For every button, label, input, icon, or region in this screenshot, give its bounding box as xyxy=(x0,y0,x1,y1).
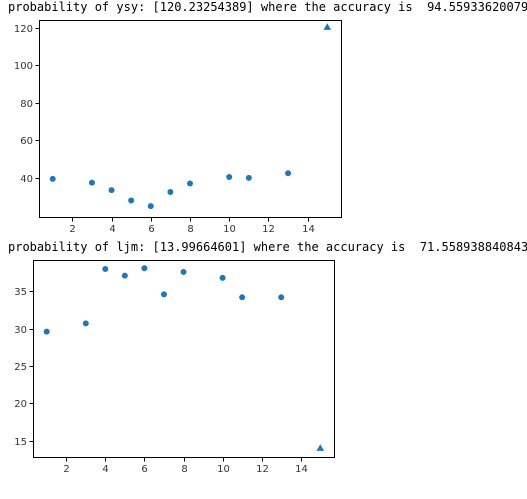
output-prefix: probability of xyxy=(8,240,116,254)
x-tick-label: 6 xyxy=(141,464,147,475)
y-tick-label: 15 xyxy=(14,437,27,448)
x-tick-label: 2 xyxy=(63,464,69,475)
data-point-ysy xyxy=(246,175,252,181)
data-point-ysy xyxy=(148,203,154,209)
y-tick-label: 30 xyxy=(14,325,27,336)
y-tick-label: 60 xyxy=(20,136,33,147)
output-middle-text: where the accuracy is xyxy=(254,0,427,14)
data-point-ljm xyxy=(83,320,89,326)
y-tick-label: 80 xyxy=(20,99,33,110)
output-person-name: ljm xyxy=(116,240,138,254)
data-point-ljm xyxy=(161,291,167,297)
output-person-name: ysy xyxy=(116,0,138,14)
x-tick-label: 12 xyxy=(262,224,275,235)
y-tick-label: 100 xyxy=(14,61,33,72)
y-tick-label: 35 xyxy=(14,287,27,298)
scatter-plot-ljm: 2 4 6 8 10 12 14 15 20 25 30 35 xyxy=(0,256,527,481)
y-tick-label: 20 xyxy=(14,399,27,410)
plot-frame xyxy=(34,261,335,458)
data-point-ysy xyxy=(226,174,232,180)
y-tick-label: 40 xyxy=(20,174,33,185)
x-tick-label: 10 xyxy=(223,224,236,235)
data-point-ljm xyxy=(102,266,108,272)
x-tick-label: 8 xyxy=(181,464,187,475)
data-point-ysy xyxy=(89,180,95,186)
x-tick-label: 4 xyxy=(102,464,108,475)
x-tick-label: 12 xyxy=(256,464,269,475)
data-point-ysy xyxy=(167,189,173,195)
data-point-ljm xyxy=(220,275,226,281)
x-tick-label: 8 xyxy=(187,224,193,235)
plot-frame xyxy=(40,21,342,218)
output-accuracy: 94.55933620079607 xyxy=(427,0,527,14)
output-prediction: [13.99664601] xyxy=(153,240,247,254)
data-point-ysy xyxy=(109,187,115,193)
output-prediction: [120.23254389] xyxy=(153,0,254,14)
x-tick-label: 10 xyxy=(217,464,230,475)
y-tick-label: 120 xyxy=(14,24,33,35)
y-tick-label: 25 xyxy=(14,362,27,373)
output-line-ljm: probability of ljm: [13.99664601] where … xyxy=(8,240,527,254)
x-tick-label: 14 xyxy=(302,224,315,235)
x-tick-label: 2 xyxy=(69,224,75,235)
data-point-ljm xyxy=(239,294,245,300)
scatter-plot-ysy: 2 4 6 8 10 12 14 40 60 80 100 120 xyxy=(0,18,527,238)
data-point-ysy xyxy=(187,181,193,187)
output-line-ysy: probability of ysy: [120.23254389] where… xyxy=(8,0,527,14)
data-point-ljm xyxy=(278,294,284,300)
data-point-ysy xyxy=(285,170,291,176)
output-accuracy: 71.55893884084335 xyxy=(420,240,527,254)
data-point-ljm xyxy=(44,329,50,335)
output-prefix: probability of xyxy=(8,0,116,14)
data-point-ysy xyxy=(50,176,56,182)
data-point-ljm xyxy=(141,265,147,271)
x-tick-label: 14 xyxy=(295,464,308,475)
data-point-ljm xyxy=(181,269,187,275)
output-separator: : xyxy=(138,240,152,254)
x-tick-label: 4 xyxy=(109,224,115,235)
data-point-ysy xyxy=(128,197,134,203)
output-middle-text: where the accuracy is xyxy=(246,240,419,254)
data-point-ljm xyxy=(122,273,128,279)
output-separator: : xyxy=(138,0,152,14)
x-tick-label: 6 xyxy=(148,224,154,235)
